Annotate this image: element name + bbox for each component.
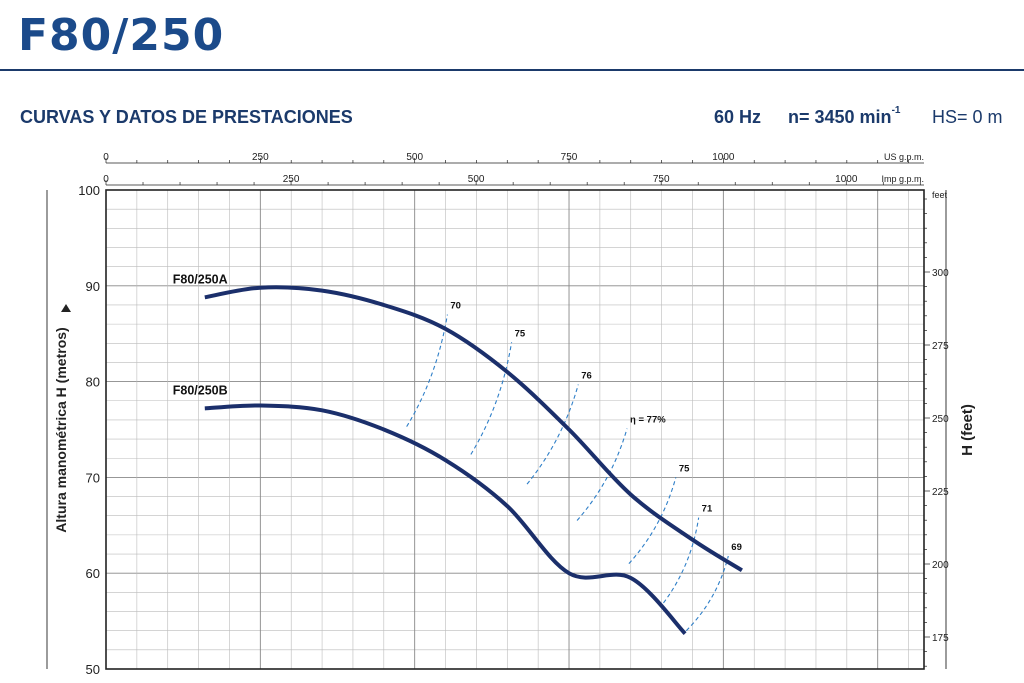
feet-unit-label: feet (932, 190, 948, 200)
imp-gpm-tick-label: 1000 (835, 174, 858, 185)
us-gpm-unit-label: US g.p.m. (884, 152, 924, 162)
efficiency-label: 71 (702, 504, 713, 515)
efficiency-line (663, 517, 700, 604)
us-gpm-tick-label: 1000 (712, 152, 735, 163)
y-tick-label: 50 (86, 662, 100, 677)
efficiency-line (470, 342, 513, 455)
y-tick-label: 60 (86, 566, 100, 581)
efficiency-line (526, 384, 579, 485)
chart-grid (106, 190, 924, 669)
y-tick-label: 70 (86, 470, 100, 485)
feet-tick-label: 300 (932, 268, 949, 279)
speed-exponent: -1 (891, 105, 901, 116)
efficiency-label: 70 (450, 301, 461, 312)
pump-curve-b (204, 403, 687, 635)
imp-gpm-tick-label: 500 (468, 174, 485, 185)
pump-curves (204, 285, 743, 635)
model-title: F80/250 (18, 10, 225, 61)
series-label: F80/250A (173, 272, 228, 286)
us-gpm-tick-label: 750 (561, 152, 578, 163)
efficiency-label: η = 77% (630, 415, 666, 426)
y-tick-label: 80 (86, 375, 100, 390)
title-divider (0, 69, 1024, 71)
y-tick-label: 100 (78, 183, 100, 198)
efficiency-label: 76 (581, 370, 592, 381)
efficiency-label: 75 (679, 463, 690, 474)
chart-axes: 0 250 500 750 1000 US g.p.m. 0 250 500 750 1000 Imp… (46, 152, 976, 677)
suction-height-label: HS= 0 m (932, 107, 1003, 127)
efficiency-label: 69 (731, 542, 742, 553)
feet-axis-title: H (feet) (959, 404, 976, 456)
y-tick-label: 90 (86, 279, 100, 294)
plot-frame (105, 189, 925, 670)
us-gpm-tick-label: 0 (103, 152, 109, 163)
us-gpm-tick-label: 500 (406, 152, 423, 163)
pump-curve-a (204, 285, 743, 573)
feet-tick-label: 200 (932, 560, 949, 571)
section-heading: CURVAS Y DATOS DE PRESTACIONES (20, 107, 353, 127)
efficiency-label: 75 (515, 328, 526, 339)
feet-tick-label: 275 (932, 341, 949, 352)
speed-label: n= 3450 min-1 (788, 105, 901, 128)
speed-value: n= 3450 min (788, 107, 892, 127)
series-label: F80/250B (173, 383, 228, 397)
performance-chart: 0 250 500 750 1000 US g.p.m. 0 250 500 750 1000 Imp… (46, 152, 976, 677)
feet-tick-label: 250 (932, 414, 949, 425)
efficiency-line (406, 314, 448, 427)
imp-gpm-unit-label: Imp g.p.m. (881, 174, 924, 184)
frequency-label: 60 Hz (714, 107, 762, 127)
imp-gpm-tick-label: 250 (283, 174, 300, 185)
imp-gpm-tick-label: 0 (103, 174, 109, 185)
us-gpm-tick-label: 250 (252, 152, 269, 163)
feet-tick-label: 175 (932, 633, 949, 644)
chart-labels: 70 75 76 η = 77% 75 71 69 F80/250A F80/250B (173, 272, 742, 553)
efficiency-line (685, 555, 729, 632)
y-axis-title: Altura manométrica H (metros) (53, 327, 69, 532)
efficiency-line (576, 428, 628, 521)
y-axis-arrow-icon (61, 304, 71, 312)
feet-tick-label: 225 (932, 487, 949, 498)
imp-gpm-tick-label: 750 (653, 174, 670, 185)
efficiency-line (628, 477, 677, 564)
